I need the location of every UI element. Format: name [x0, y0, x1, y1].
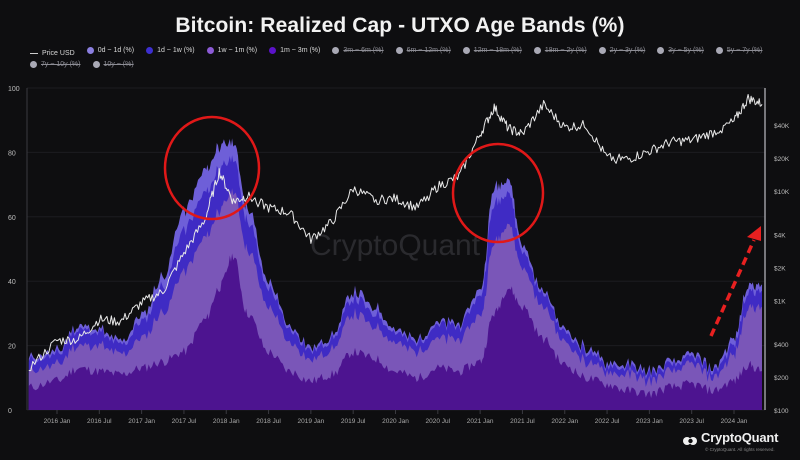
brand-name: CryptoQuant: [701, 430, 779, 445]
y2-axis-tick-label: $10K: [774, 189, 790, 196]
legend-label: 6m ~ 12m (%): [406, 47, 451, 54]
dot-swatch-icon: [146, 47, 154, 54]
legend-label: 1w ~ 1m (%): [217, 47, 258, 54]
y-axis-tick-label: 20: [8, 344, 16, 351]
dot-swatch-icon: [395, 47, 403, 54]
legend-label: Price USD: [42, 50, 75, 57]
x-axis-tick-label: 2018 Jan: [213, 418, 240, 425]
dot-swatch-icon: [269, 47, 277, 54]
highlight-circle-2021: [451, 142, 545, 244]
legend-item[interactable]: 3y ~ 5y (%): [657, 45, 704, 56]
x-axis-tick-label: 2019 Jan: [298, 418, 325, 425]
x-axis-tick-label: 2023 Jul: [679, 418, 704, 425]
x-axis-tick-label: 2022 Jul: [595, 418, 620, 425]
x-axis-tick-label: 2016 Jul: [87, 418, 112, 425]
band-area: [28, 253, 763, 410]
chart-legend: Price USD 0d ~ 1d (%) 1d ~ 1w (%) 1w ~ 1m (…: [30, 45, 790, 72]
x-axis-tick-label: 2017 Jul: [172, 418, 197, 425]
y2-axis-tick-label: $2K: [774, 266, 786, 273]
legend-label: 18m ~ 2y (%): [544, 47, 587, 54]
y2-axis-tick-label: $20K: [774, 156, 790, 163]
y-axis-tick-label: 100: [8, 86, 20, 93]
y2-axis-tick-label: $1K: [774, 298, 786, 305]
stacked-bands: [28, 138, 763, 410]
legend-item[interactable]: 10y ~ (%): [92, 59, 134, 70]
y2-axis-tick-label: $100: [774, 408, 789, 415]
legend-label: 1d ~ 1w (%): [157, 47, 195, 54]
y2-axis-tick-label: $40K: [774, 123, 790, 130]
watermark: CryptoQuant: [310, 229, 481, 262]
cryptoquant-logo-icon: [683, 433, 697, 445]
x-axis-tick-label: 2020 Jan: [382, 418, 409, 425]
legend-item[interactable]: 0d ~ 1d (%): [86, 45, 135, 56]
annotations: [163, 115, 761, 337]
legend-item[interactable]: 12m ~ 18m (%): [462, 45, 522, 56]
legend-item[interactable]: 7y ~ 10y (%): [30, 59, 81, 70]
copyright-text: © CryptoQuant. All rights reserved.: [705, 447, 775, 452]
x-axis-tick-label: 2016 Jan: [44, 418, 71, 425]
legend-item[interactable]: 1d ~ 1w (%): [146, 45, 195, 56]
x-axis-tick-label: 2022 Jan: [551, 418, 578, 425]
dot-swatch-icon: [206, 47, 214, 54]
legend-item[interactable]: 1m ~ 3m (%): [269, 45, 320, 56]
legend-item[interactable]: 6m ~ 12m (%): [395, 45, 451, 56]
y2-axis-tick-label: $4K: [774, 233, 786, 240]
trend-arrow-head-icon: [747, 226, 761, 241]
x-axis-tick-label: 2017 Jan: [128, 418, 155, 425]
highlight-circle-2017: [163, 115, 261, 221]
dot-swatch-icon: [657, 47, 665, 54]
legend-label: 10y ~ (%): [103, 61, 134, 68]
y2-axis-tick-label: $200: [774, 375, 789, 382]
legend-item[interactable]: Price USD: [30, 48, 75, 59]
brand-logo[interactable]: CryptoQuant: [683, 430, 778, 445]
y2-axis-tick-label: $400: [774, 342, 789, 349]
y-axis-tick-label: 0: [8, 408, 12, 415]
legend-label: 2y ~ 3y (%): [609, 47, 646, 54]
x-axis-tick-label: 2021 Jul: [510, 418, 535, 425]
y-axis-tick-label: 80: [8, 150, 16, 157]
axes: 100 80 60 40 20 0 $40K $20K $10K $4K $2K $1K $400 $20…: [8, 86, 790, 425]
dot-swatch-icon: [30, 61, 37, 68]
legend-label: 3y ~ 5y (%): [668, 47, 704, 54]
dot-swatch-icon: [462, 47, 470, 54]
y-axis-tick-label: 40: [8, 279, 16, 286]
legend-label: 7y ~ 10y (%): [41, 61, 81, 68]
x-axis-tick-label: 2019 Jul: [341, 418, 366, 425]
legend-label: 5y ~ 7y (%): [726, 47, 763, 54]
x-axis-tick-label: 2021 Jan: [467, 418, 494, 425]
chart-title: Bitcoin: Realized Cap - UTXO Age Bands (…: [175, 14, 625, 37]
legend-item[interactable]: 1w ~ 1m (%): [206, 45, 258, 56]
legend-item[interactable]: 5y ~ 7y (%): [715, 45, 763, 56]
legend-item[interactable]: 3m ~ 6m (%): [332, 45, 384, 56]
price-line: [28, 94, 763, 372]
line-swatch-icon: [30, 53, 38, 54]
dot-swatch-icon: [533, 47, 541, 54]
legend-item[interactable]: 18m ~ 2y (%): [533, 45, 587, 56]
trend-arrow-shaft: [709, 239, 756, 337]
y-axis-tick-label: 60: [8, 215, 16, 222]
dot-swatch-icon: [598, 47, 606, 54]
legend-item[interactable]: 2y ~ 3y (%): [598, 45, 646, 56]
legend-label: 3m ~ 6m (%): [343, 47, 384, 54]
x-axis-tick-label: 2024 Jan: [721, 418, 748, 425]
x-axis-tick-label: 2018 Jul: [256, 418, 281, 425]
dot-swatch-icon: [86, 47, 94, 54]
dot-swatch-icon: [715, 47, 723, 54]
legend-label: 12m ~ 18m (%): [473, 47, 522, 54]
legend-label: 0d ~ 1d (%): [97, 47, 135, 54]
legend-label: 1m ~ 3m (%): [280, 47, 321, 54]
dot-swatch-icon: [332, 47, 340, 54]
x-axis-tick-label: 2023 Jan: [636, 418, 663, 425]
x-axis-tick-label: 2020 Jul: [426, 418, 451, 425]
dot-swatch-icon: [92, 61, 100, 68]
